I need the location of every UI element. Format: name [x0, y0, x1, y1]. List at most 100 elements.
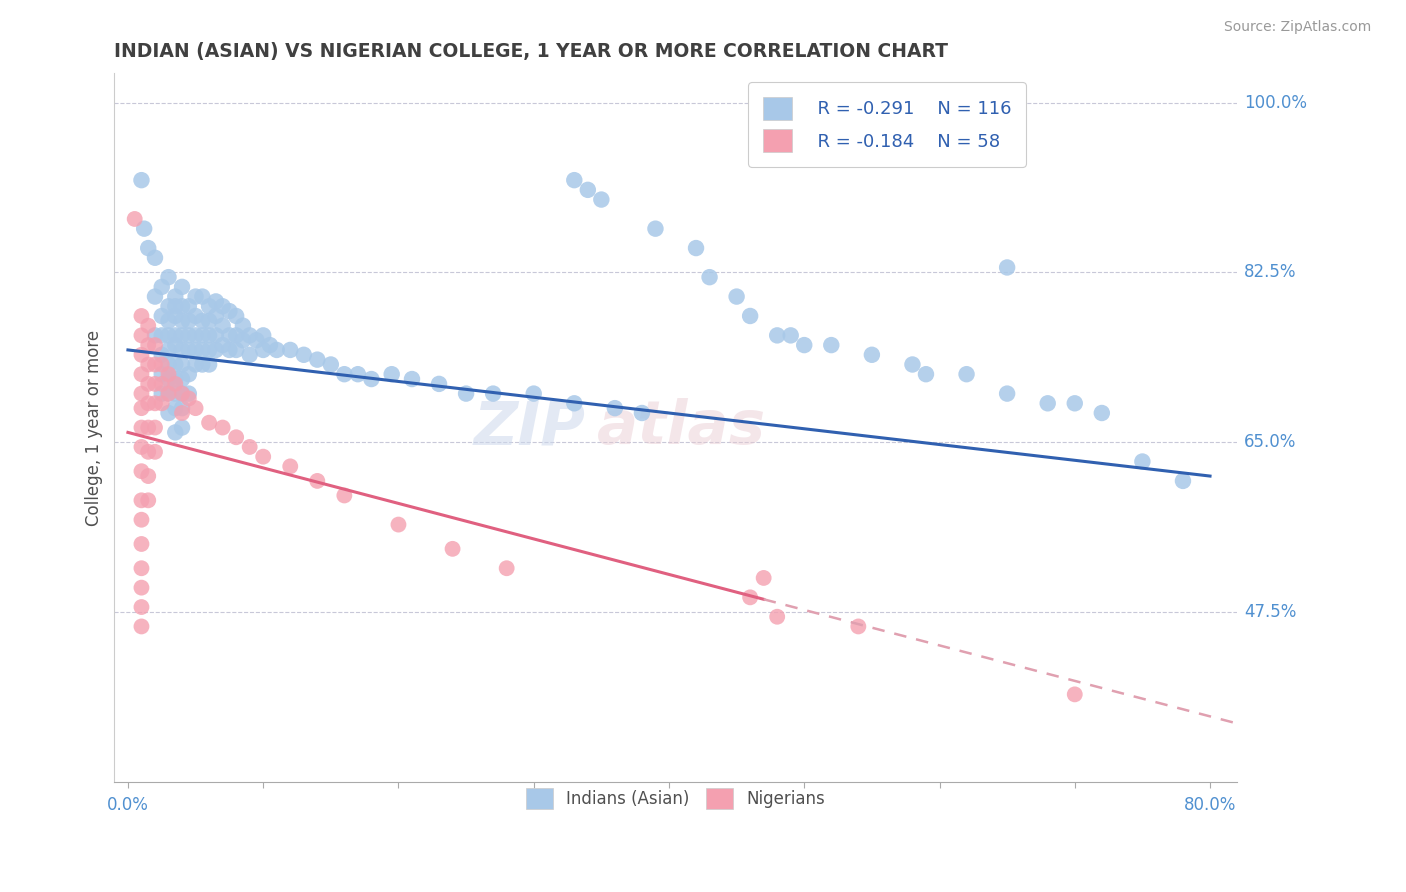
Point [699, 270, 721, 285]
Point [456, 386, 478, 401]
Point [381, 367, 404, 381]
Point [143, 420, 166, 434]
Point [482, 386, 505, 401]
Point [136, 318, 159, 333]
Point [177, 386, 200, 401]
Point [211, 420, 233, 434]
Point [131, 386, 153, 401]
Point [239, 348, 262, 362]
Point [157, 328, 180, 343]
Point [252, 450, 274, 464]
Point [995, 260, 1018, 275]
Point [225, 343, 247, 357]
Point [766, 328, 789, 343]
Point [157, 406, 180, 420]
Point [150, 348, 173, 362]
Point [136, 469, 159, 483]
Point [1063, 687, 1085, 701]
Point [165, 386, 187, 401]
Text: 47.5%: 47.5% [1244, 603, 1296, 621]
Point [198, 343, 221, 357]
Point [170, 406, 193, 420]
Point [143, 328, 166, 343]
Point [131, 328, 153, 343]
Point [143, 358, 166, 372]
Point [131, 309, 153, 323]
Point [150, 280, 173, 294]
Point [955, 367, 977, 381]
Point [170, 401, 193, 416]
Point [143, 338, 166, 352]
Point [177, 314, 200, 328]
Point [165, 328, 187, 343]
Point [644, 221, 666, 235]
Point [165, 299, 187, 313]
Point [1063, 396, 1085, 410]
Point [232, 318, 254, 333]
Point [562, 173, 585, 187]
Point [177, 392, 200, 406]
Point [266, 343, 288, 357]
Point [1132, 454, 1154, 468]
Point [252, 328, 274, 343]
Point [136, 358, 159, 372]
Point [347, 367, 370, 381]
Point [333, 367, 356, 381]
Point [143, 251, 166, 265]
Point [136, 338, 159, 352]
Point [165, 425, 187, 440]
Point [846, 619, 869, 633]
Point [131, 513, 153, 527]
Point [131, 367, 153, 381]
Point [779, 328, 801, 343]
Point [278, 459, 301, 474]
Point [184, 328, 207, 343]
Point [191, 343, 214, 357]
Point [131, 561, 153, 575]
Point [239, 328, 262, 343]
Point [131, 440, 153, 454]
Point [124, 211, 146, 226]
Point [170, 386, 193, 401]
Point [211, 299, 233, 313]
Point [740, 591, 762, 605]
Point [239, 440, 262, 454]
Point [232, 333, 254, 347]
Point [562, 396, 585, 410]
Point [184, 309, 207, 323]
Point [136, 493, 159, 508]
Point [740, 309, 762, 323]
Point [131, 600, 153, 615]
Point [218, 328, 240, 343]
Point [901, 358, 924, 372]
Text: 80.0%: 80.0% [1184, 797, 1236, 814]
Point [205, 343, 228, 357]
Point [150, 396, 173, 410]
Point [184, 401, 207, 416]
Legend: Indians (Asian), Nigerians: Indians (Asian), Nigerians [520, 781, 832, 816]
Point [136, 241, 159, 255]
Point [1036, 396, 1059, 410]
Point [165, 372, 187, 386]
Point [150, 367, 173, 381]
Point [198, 328, 221, 343]
Point [360, 372, 382, 386]
Point [131, 464, 153, 478]
Point [143, 396, 166, 410]
Point [170, 420, 193, 434]
Point [170, 314, 193, 328]
Point [523, 386, 546, 401]
Point [205, 294, 228, 309]
Point [198, 358, 221, 372]
Point [136, 376, 159, 391]
Text: 65.0%: 65.0% [1244, 434, 1296, 451]
Text: 82.5%: 82.5% [1244, 263, 1296, 281]
Text: Source: ZipAtlas.com: Source: ZipAtlas.com [1223, 20, 1371, 34]
Point [184, 289, 207, 303]
Point [1091, 406, 1114, 420]
Point [995, 386, 1018, 401]
Point [136, 396, 159, 410]
Point [165, 401, 187, 416]
Point [143, 445, 166, 459]
Text: 0.0%: 0.0% [107, 797, 149, 814]
